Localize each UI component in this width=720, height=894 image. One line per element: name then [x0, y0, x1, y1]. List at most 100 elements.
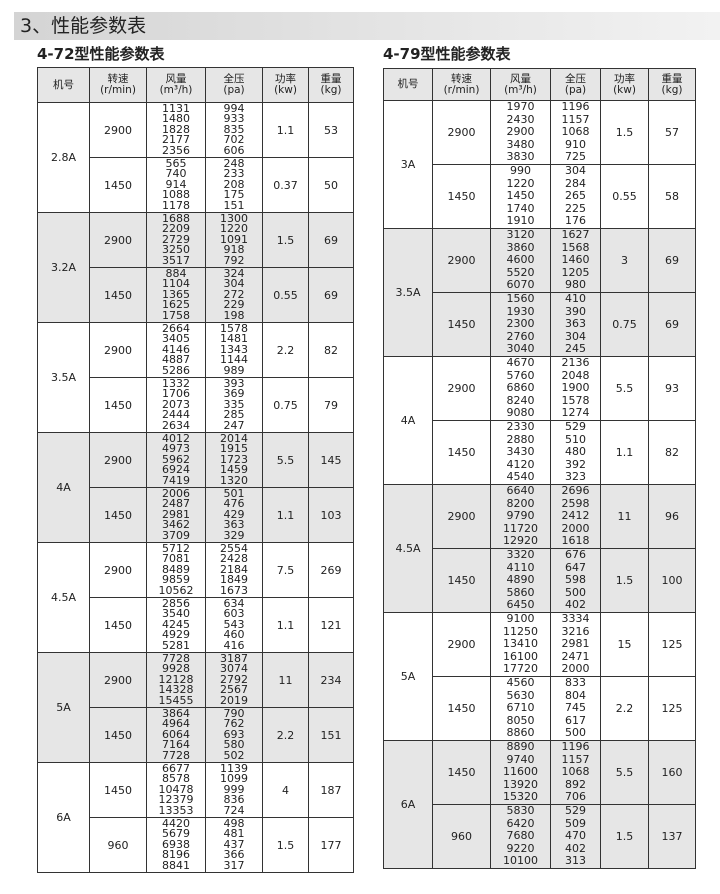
data-row: 2.8A 2900 1131 1480 1828 2177 2356 994 933 835 702… [37, 102, 354, 213]
flow-value: 740 [165, 167, 187, 181]
data-row: 1450 2330 2880 3430 4120 4540 529 510 480 392 323 1… [384, 420, 696, 485]
flow-cell: 4560 5630 6710 8050 8860 [490, 676, 551, 741]
pressure-value: 392 [565, 457, 586, 471]
pressure-value: 980 [565, 278, 586, 292]
pressure-value: 304 [565, 329, 586, 343]
speed-cell: 2900 [89, 212, 147, 268]
flow-value: 9859 [162, 573, 190, 587]
power-cell: 2.2 [262, 322, 309, 378]
power-cell: 1.1 [262, 487, 309, 543]
power-cell: 1.5 [262, 212, 309, 268]
pressure-value: 804 [565, 688, 586, 702]
header-text: 全压 [223, 73, 245, 85]
flow-value: 15320 [503, 790, 538, 804]
flow-value: 5286 [162, 363, 190, 377]
data-row: 1450 565 740 914 1088 1178 248 233 208 175 151 0.37… [38, 157, 354, 213]
title-bar [14, 12, 720, 40]
header-text: 机号 [397, 78, 419, 90]
pressure-value: 265 [565, 189, 586, 203]
pressure-value: 2048 [561, 368, 590, 382]
pressure-value: 416 [223, 638, 245, 652]
speed-cell: 1450 [432, 548, 491, 613]
pressure-value: 892 [565, 777, 586, 791]
speed-cell: 1450 [89, 487, 147, 543]
flow-cell: 1688 2209 2729 3250 3517 [146, 212, 206, 268]
power-cell: 3 [600, 228, 649, 293]
pressure-value: 617 [565, 713, 586, 727]
flow-value: 914 [165, 177, 187, 191]
pressure-value: 580 [223, 738, 245, 752]
speed-cell: 1450 [432, 420, 491, 485]
flow-value: 9790 [506, 509, 535, 523]
pressure-value: 509 [565, 816, 586, 830]
pressure-cell: 498 481 437 366 317 [205, 817, 263, 873]
power-cell: 0.75 [600, 292, 649, 357]
flow-value: 6677 [162, 761, 190, 775]
weight-cell: 151 [308, 707, 354, 763]
pressure-value: 2014 [220, 431, 248, 445]
flow-value: 3709 [162, 528, 190, 542]
speed-cell: 1450 [89, 377, 147, 433]
table-title: 4-72型性能参数表 [37, 45, 165, 63]
flow-value: 4245 [162, 617, 190, 631]
flow-value: 3405 [162, 332, 190, 346]
flow-value: 2981 [162, 507, 190, 521]
flow-value: 9740 [506, 752, 535, 766]
weight-cell: 69 [648, 228, 696, 293]
pressure-value: 437 [223, 837, 245, 851]
speed-cell: 2900 [89, 652, 147, 708]
flow-cell: 4420 5679 6938 8196 8841 [146, 817, 206, 873]
flow-value: 1910 [506, 214, 535, 228]
pressure-value: 1099 [220, 772, 248, 786]
flow-value: 884 [165, 266, 187, 280]
flow-value: 12920 [503, 534, 538, 548]
pressure-value: 1157 [561, 112, 590, 126]
header-cell: 机号 [37, 67, 90, 103]
flow-value: 2634 [162, 418, 190, 432]
flow-value: 3860 [506, 240, 535, 254]
pressure-cell: 790 762 693 580 502 [205, 707, 263, 763]
pressure-value: 317 [223, 858, 245, 872]
speed-cell: 2900 [89, 542, 147, 598]
header-cell: 全压 (pa) [550, 68, 601, 101]
flow-value: 6450 [506, 598, 535, 612]
power-cell: 11 [600, 484, 649, 549]
weight-cell: 69 [308, 267, 354, 323]
power-cell: 0.37 [262, 157, 309, 213]
pressure-cell: 1139 1099 999 836 724 [205, 762, 263, 818]
flow-value: 15455 [158, 693, 194, 707]
pressure-value: 2428 [220, 552, 248, 566]
pressure-value: 284 [565, 176, 586, 190]
model-cell: 4.5A [383, 484, 433, 613]
model-cell: 3.2A [37, 212, 90, 323]
speed-cell: 1450 [89, 597, 147, 653]
pressure-cell: 248 233 208 175 151 [205, 157, 263, 213]
flow-value: 11250 [503, 624, 538, 638]
flow-value: 6420 [506, 816, 535, 830]
pressure-value: 225 [565, 201, 586, 215]
pressure-value: 245 [565, 342, 586, 356]
pressure-value: 2019 [220, 693, 248, 707]
pressure-cell: 529 510 480 392 323 [550, 420, 601, 485]
power-cell: 5.5 [600, 356, 649, 421]
flow-cell: 7728 9928 12128 14328 15455 [146, 652, 206, 708]
flow-value: 12379 [158, 793, 194, 807]
data-row: 1450 1332 1706 2073 2444 2634 393 369 335 285 247 0… [38, 377, 354, 433]
weight-cell: 145 [308, 432, 354, 488]
pressure-value: 502 [223, 748, 245, 762]
pressure-value: 989 [223, 363, 245, 377]
pressure-value: 2598 [561, 496, 590, 510]
flow-value: 3480 [506, 137, 535, 151]
pressure-value: 2567 [220, 683, 248, 697]
speed-cell: 1450 [89, 707, 147, 763]
pressure-value: 272 [223, 287, 245, 301]
pressure-value: 481 [223, 827, 245, 841]
pressure-value: 460 [223, 628, 245, 642]
flow-cell: 1560 1930 2300 2760 3040 [490, 292, 551, 357]
pressure-value: 1578 [220, 321, 248, 335]
flow-value: 2664 [162, 321, 190, 335]
power-cell: 0.55 [600, 164, 649, 229]
pressure-cell: 1627 1568 1460 1205 980 [550, 228, 601, 293]
flow-value: 6640 [506, 484, 535, 498]
weight-cell: 100 [648, 548, 696, 613]
